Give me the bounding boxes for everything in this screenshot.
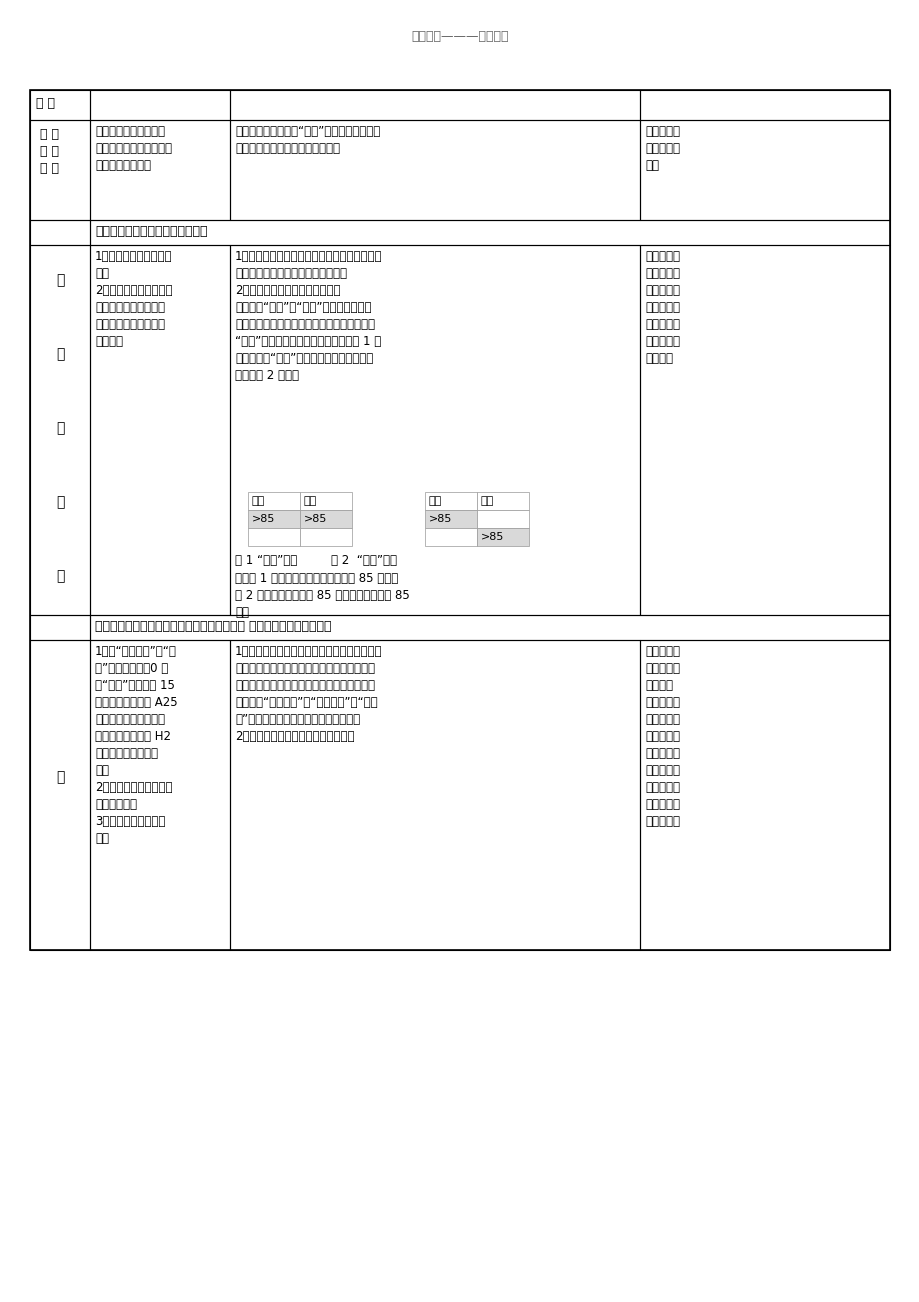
Bar <box>476 529 528 546</box>
Bar <box>90 220 889 245</box>
Bar <box>30 120 90 220</box>
Bar <box>476 492 528 510</box>
Bar <box>300 510 352 529</box>
Bar <box>640 641 889 950</box>
Bar <box>230 641 640 950</box>
Bar <box>90 90 230 120</box>
Text: >85: >85 <box>428 514 452 523</box>
Text: >85: >85 <box>481 533 504 542</box>
Bar <box>425 529 476 546</box>
Bar <box>425 510 476 529</box>
Text: 生: 生 <box>56 348 64 361</box>
Bar <box>30 245 90 615</box>
Text: 语文: 语文 <box>428 496 442 506</box>
Text: 用已学的知
识解决具体
的实际问
题，让学生
真正体会的
高级筛选的
实用性，同
时培养了学
生的分析问
题和解决问
题的能力。: 用已学的知 识解决具体 的实际问 题，让学生 真正体会的 高级筛选的 实用性，同… <box>644 644 679 828</box>
Text: 其中图 1 表示语文和英语成绩都高于 85 分；而
图 2 表示语文成绩高于 85 分或英语成绩高于 85
分。: 其中图 1 表示语文和英语成绩都高于 85 分；而 图 2 表示语文成绩高于 8… <box>234 572 409 618</box>
Text: 学习备备———欢迎下载: 学习备备———欢迎下载 <box>411 30 508 43</box>
Text: 1、指导学生自学高级筛
选。
2、引导学生分析高级筛
选的条件是什么、条件
放在那里、筛选结果放
在那里。: 1、指导学生自学高级筛 选。 2、引导学生分析高级筛 选的条件是什么、条件 放在… <box>95 250 173 348</box>
Text: 新 课
引 入
部 分: 新 课 引 入 部 分 <box>40 128 59 174</box>
Text: 互: 互 <box>56 421 64 435</box>
Bar <box>30 90 889 950</box>
Bar <box>300 529 352 546</box>
Bar <box>30 615 90 641</box>
Text: 英语: 英语 <box>481 496 494 506</box>
Text: 图 1 “并列”条件         图 2  “或者”条件: 图 1 “并列”条件 图 2 “或者”条件 <box>234 553 397 566</box>
Text: 过 程: 过 程 <box>36 98 55 109</box>
Text: 英语: 英语 <box>303 496 317 506</box>
Bar <box>248 510 300 529</box>
Text: >85: >85 <box>303 514 327 523</box>
Bar <box>640 90 889 120</box>
Bar <box>90 615 889 641</box>
Bar <box>300 492 352 510</box>
Text: 任务一：学习高级筛选（幻灯片）: 任务一：学习高级筛选（幻灯片） <box>95 225 208 238</box>
Text: 分: 分 <box>56 771 64 784</box>
Bar <box>90 641 230 950</box>
Bar <box>90 120 230 220</box>
Bar <box>230 120 640 220</box>
Text: 部: 部 <box>56 569 64 583</box>
Text: 观看视频（超级女生“海选”部分），并思考与
回答问题，引入新课（高级筛选）: 观看视频（超级女生“海选”部分），并思考与 回答问题，引入新课（高级筛选） <box>234 125 380 155</box>
Bar <box>230 90 640 120</box>
Bar <box>248 492 300 510</box>
Text: 打破传统的
教学模式，
培养学生的
自学能力，
学生真正做
到自主学习
的模式。: 打破传统的 教学模式， 培养学生的 自学能力， 学生真正做 到自主学习 的模式。 <box>644 250 679 365</box>
Bar <box>248 529 300 546</box>
Text: 诱发主体，
营造课堂气
氛。: 诱发主体， 营造课堂气 氛。 <box>644 125 679 172</box>
Bar <box>30 641 90 950</box>
Bar <box>30 220 90 245</box>
Bar <box>425 492 476 510</box>
Text: 语文: 语文 <box>252 496 265 506</box>
Text: 1、首先学生在草稿纸上分析条件是什么、条件
放在那里，筛选结果放在那里；再在计算机上
按照题目要求写出条件并在高级筛选的对话框
中分别在“数据区域”、“条件区域: 1、首先学生在草稿纸上分析条件是什么、条件 放在那里，筛选结果放在那里；再在计算… <box>234 644 382 743</box>
Text: 课件中播放视频，以视
频为切入点，通过提问，
吸引学生的注意。: 课件中播放视频，以视 频为切入点，通过提问， 吸引学生的注意。 <box>95 125 172 172</box>
Text: >85: >85 <box>252 514 275 523</box>
Bar <box>476 510 528 529</box>
Text: 1、学生自学如何分析高级筛选的条件是什么、
条件放在那里、筛选结果放在那里。
2、探索高级筛选的方法与技巧。
条件分为“并列”和“或者”两种。它们的标
题写在同: 1、学生自学如何分析高级筛选的条件是什么、 条件放在那里、筛选结果放在那里。 2… <box>234 250 382 381</box>
Text: 任务二：体验用高级筛选解决实际问题（一） 难度系数：低（幻灯片）: 任务二：体验用高级筛选解决实际问题（一） 难度系数：低（幻灯片） <box>95 620 331 633</box>
Bar <box>30 90 90 120</box>
Bar <box>90 245 230 615</box>
Text: 师: 师 <box>56 273 64 288</box>
Bar <box>230 245 640 615</box>
Text: 1、用“高级筛选”将“涨
幅”大于（不含）0 或
者“现价”小于等于 15
的记录，复制到以 A25
单元格为左上角的输出
区域，条件区是以 H2
单元格为左上: 1、用“高级筛选”将“涨 幅”大于（不含）0 或 者“现价”小于等于 15 的记… <box>95 644 177 845</box>
Bar <box>640 120 889 220</box>
Bar <box>640 245 889 615</box>
Text: 动: 动 <box>56 495 64 509</box>
